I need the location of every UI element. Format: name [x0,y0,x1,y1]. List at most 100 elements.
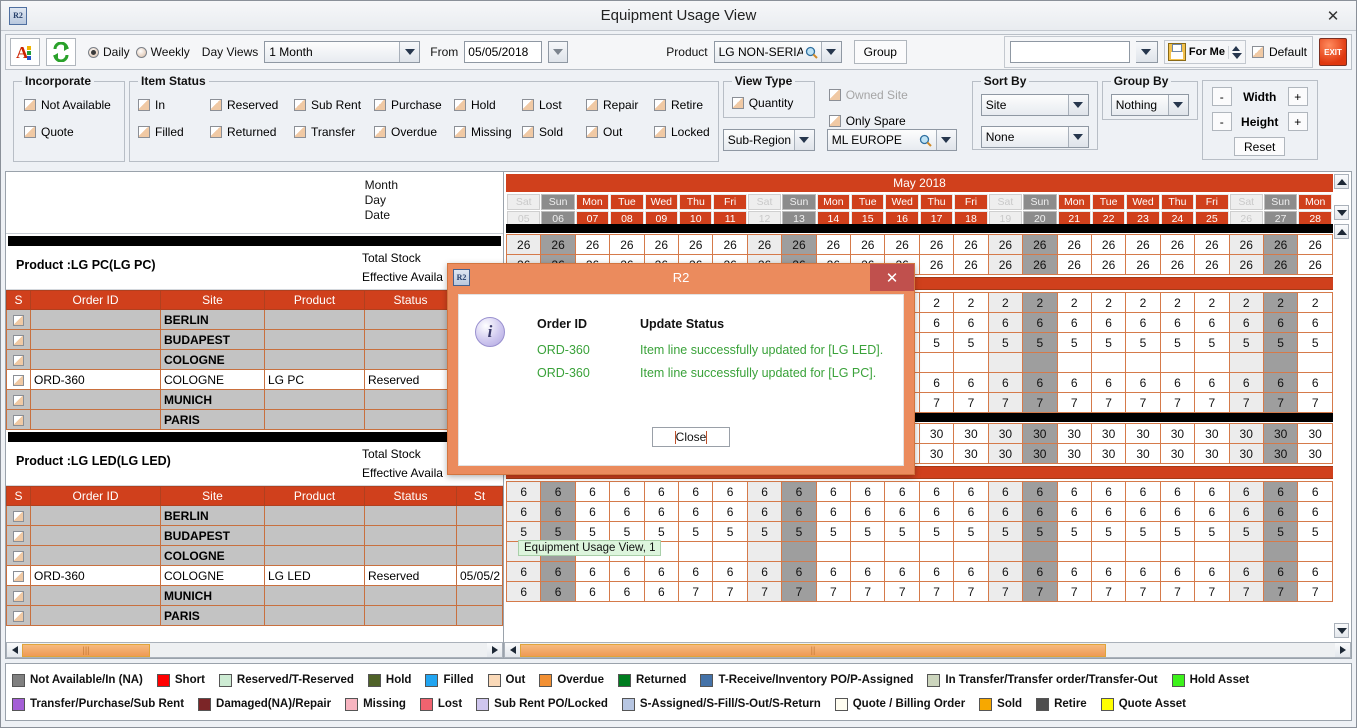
value-cell[interactable]: 7 [1194,581,1230,602]
column-header-s[interactable]: S [6,486,31,506]
width-increase-button[interactable]: + [1287,87,1308,106]
value-cell[interactable]: 7 [1056,581,1092,602]
value-cell[interactable]: 6 [574,581,611,602]
value-cell[interactable] [987,541,1024,562]
value-cell[interactable]: 5 [1056,332,1092,353]
value-cell[interactable]: 30 [1159,443,1196,464]
from-date-dropdown[interactable] [548,41,569,63]
value-cell[interactable] [884,541,920,562]
value-cell[interactable]: 26 [815,234,852,255]
value-cell[interactable] [1022,352,1058,373]
row-select-checkbox[interactable] [6,545,31,566]
value-cell[interactable]: 6 [540,581,576,602]
value-cell[interactable]: 6 [781,501,817,522]
column-header-status[interactable]: Status [364,486,457,506]
chevron-down-icon[interactable] [399,42,420,62]
value-cell[interactable] [953,541,989,562]
value-cell[interactable]: 30 [1262,443,1299,464]
value-cell[interactable]: 7 [1022,392,1058,413]
value-cell[interactable]: 6 [1090,561,1127,582]
value-cell[interactable]: 26 [1125,254,1161,275]
value-cell[interactable]: 6 [1297,501,1333,522]
value-cell[interactable]: 26 [746,234,783,255]
value-cell[interactable]: 7 [1056,392,1092,413]
value-cell[interactable] [953,352,989,373]
value-cell[interactable]: 6 [712,501,748,522]
value-cell[interactable]: 5 [1262,521,1299,542]
value-cell[interactable]: 26 [918,254,955,275]
table-row[interactable]: COLOGNE [6,349,503,370]
value-cell[interactable]: 6 [884,561,920,582]
chevron-down-icon[interactable] [1167,95,1188,115]
value-cell[interactable]: 5 [987,521,1024,542]
radio-daily[interactable]: Daily [88,45,130,59]
value-cell[interactable]: 6 [1125,561,1161,582]
value-cell[interactable]: 30 [1228,423,1264,444]
default-checkbox[interactable]: Default [1251,45,1307,59]
value-cell[interactable]: 6 [1090,372,1127,393]
value-cell[interactable]: 7 [1297,581,1333,602]
value-cell[interactable]: 2 [1297,292,1333,313]
value-cell[interactable]: 6 [987,372,1024,393]
value-cell[interactable]: 7 [1228,392,1264,413]
checkbox-transfer[interactable]: Transfer [294,125,374,139]
value-cell[interactable]: 6 [1194,501,1230,522]
table-row[interactable]: BUDAPEST [6,525,503,546]
value-cell[interactable]: 6 [1194,481,1230,502]
sort-secondary-select[interactable]: None [980,126,1089,148]
value-cell[interactable]: 26 [918,234,955,255]
width-decrease-button[interactable]: - [1211,87,1232,106]
value-cell[interactable]: 7 [678,581,714,602]
value-cell[interactable] [1056,541,1092,562]
left-horizontal-scrollbar[interactable]: ||| [6,642,503,658]
value-cell[interactable]: 7 [781,581,817,602]
value-cell[interactable] [678,541,714,562]
value-cell[interactable]: 26 [540,234,576,255]
checkbox-sold[interactable]: Sold [522,125,586,139]
value-cell[interactable]: 6 [987,312,1024,333]
value-cell[interactable]: 6 [1228,561,1264,582]
value-cell[interactable]: 6 [678,481,714,502]
value-cell[interactable]: 26 [678,234,714,255]
value-cell[interactable]: 5 [746,521,783,542]
column-header-s[interactable]: S [6,290,31,310]
value-cell[interactable] [1228,352,1264,373]
value-cell[interactable]: 26 [609,234,645,255]
value-cell[interactable]: 6 [746,501,783,522]
value-cell[interactable] [1159,541,1196,562]
value-cell[interactable]: 30 [1056,423,1092,444]
value-cell[interactable]: 30 [987,423,1024,444]
value-cell[interactable] [1194,352,1230,373]
table-row[interactable]: MUNICH [6,389,503,410]
value-cell[interactable]: 6 [1262,312,1299,333]
column-header-site[interactable]: Site [160,486,265,506]
value-cell[interactable]: 5 [540,521,576,542]
value-cell[interactable]: 6 [953,501,989,522]
value-cell[interactable]: 7 [1090,581,1127,602]
value-cell[interactable]: 2 [1022,292,1058,313]
value-cell[interactable]: 6 [1125,312,1161,333]
row-select-checkbox[interactable] [6,349,31,370]
value-cell[interactable]: 5 [953,521,989,542]
value-cell[interactable]: 6 [1090,312,1127,333]
value-cell[interactable]: 26 [1125,234,1161,255]
row-select-checkbox[interactable] [6,369,31,390]
value-cell[interactable]: 30 [953,443,989,464]
value-cell[interactable]: 6 [506,581,542,602]
value-cell[interactable]: 6 [1056,312,1092,333]
chevron-down-icon[interactable] [549,42,568,62]
value-cell[interactable]: 5 [1022,521,1058,542]
value-cell[interactable]: 6 [574,501,611,522]
value-cell[interactable]: 30 [1194,443,1230,464]
search-icon[interactable] [803,46,821,59]
value-cell[interactable]: 26 [1056,254,1092,275]
value-cell[interactable]: 6 [574,481,611,502]
dialog-close-button[interactable]: Close [652,427,730,447]
close-icon[interactable]: ✕ [1326,7,1340,25]
value-cell[interactable]: 6 [781,561,817,582]
value-cell[interactable]: 5 [574,521,611,542]
height-increase-button[interactable]: + [1287,112,1308,131]
value-cell[interactable]: 6 [540,561,576,582]
value-cell[interactable]: 7 [1297,392,1333,413]
value-cell[interactable]: 2 [1228,292,1264,313]
